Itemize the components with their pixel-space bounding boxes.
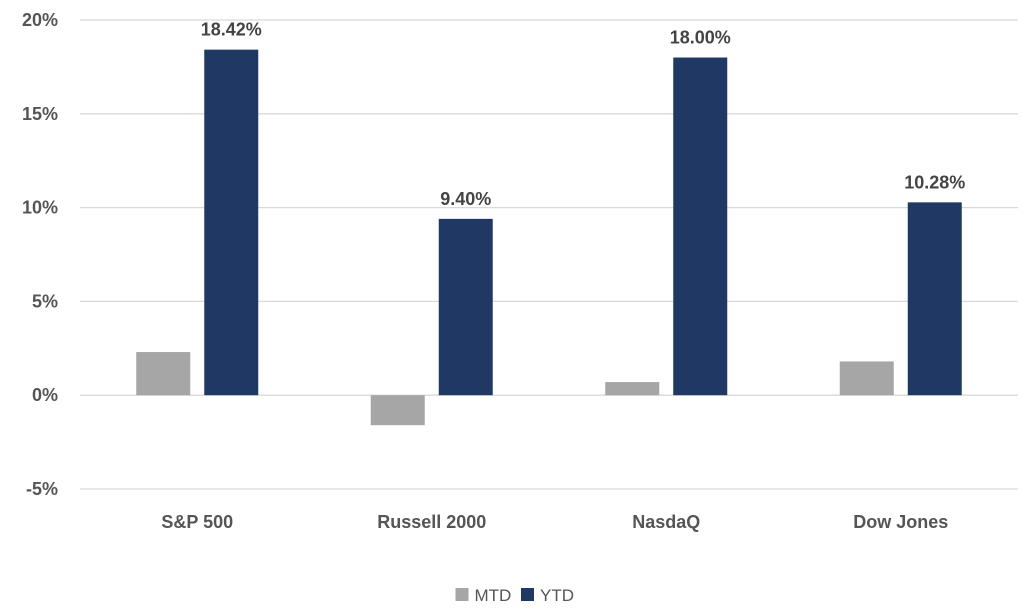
data-label-ytd-3: 10.28% xyxy=(904,172,965,192)
category-label: NasdaQ xyxy=(632,512,700,532)
legend-swatch-mtd xyxy=(455,588,469,601)
legend-label-ytd: YTD xyxy=(540,586,574,605)
y-tick-label: -5% xyxy=(26,479,58,499)
legend-swatch-ytd xyxy=(521,588,534,601)
category-label: Dow Jones xyxy=(853,512,948,532)
y-tick-label: 20% xyxy=(22,10,58,30)
y-axis-ticks: 20% 15% 10% 5% 0% -5% xyxy=(22,10,58,499)
bars xyxy=(136,49,962,426)
category-label: S&P 500 xyxy=(161,512,233,532)
bar-ytd-1 xyxy=(438,218,493,396)
y-tick-label: 10% xyxy=(22,198,58,218)
category-label: Russell 2000 xyxy=(377,512,486,532)
bar-ytd-0 xyxy=(204,49,259,396)
data-label-ytd-1: 9.40% xyxy=(440,189,491,209)
data-label-ytd-0: 18.42% xyxy=(201,20,262,40)
y-tick-label: 15% xyxy=(22,104,58,124)
legend-label-mtd: MTD xyxy=(475,586,512,605)
bar-mtd-1 xyxy=(370,395,425,426)
bar-ytd-3 xyxy=(907,202,962,396)
bar-ytd-2 xyxy=(673,57,728,396)
bar-mtd-2 xyxy=(605,382,660,396)
data-labels: 18.42% 9.40% 18.00% 10.28% xyxy=(201,20,966,209)
legend: MTD YTD xyxy=(455,586,574,605)
bar-mtd-0 xyxy=(136,352,191,396)
data-label-ytd-2: 18.00% xyxy=(670,28,731,48)
bar-mtd-3 xyxy=(839,361,894,396)
y-tick-label: 0% xyxy=(32,385,58,405)
y-tick-label: 5% xyxy=(32,291,58,311)
x-axis-categories: S&P 500 Russell 2000 NasdaQ Dow Jones xyxy=(161,512,948,532)
